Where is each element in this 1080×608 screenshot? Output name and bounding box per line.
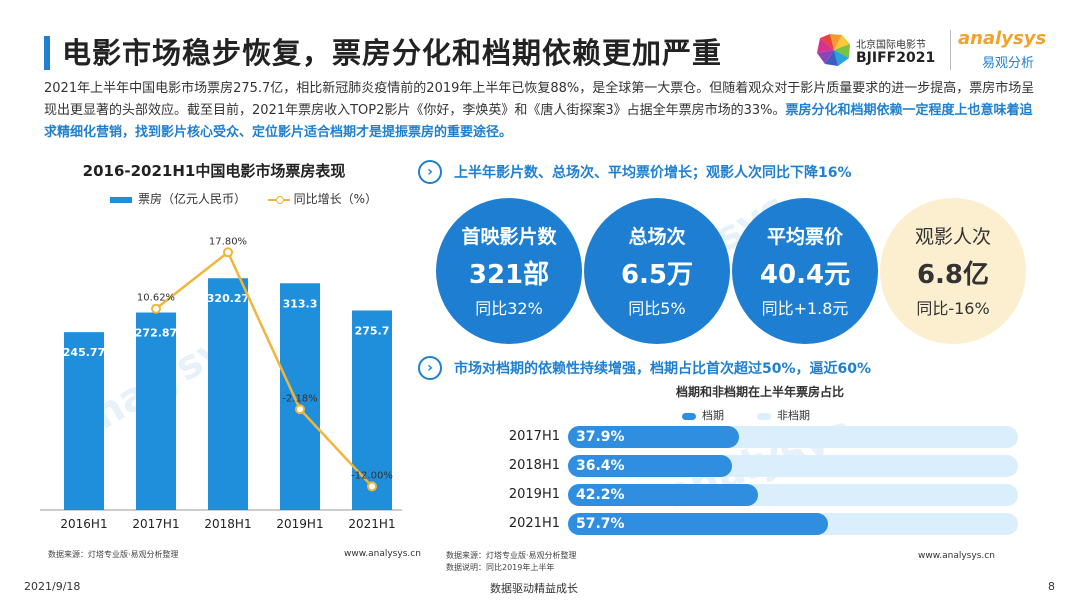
legend-bar-swatch xyxy=(110,196,132,203)
share-row: 2019H1 42.2% xyxy=(500,484,1020,506)
festival-name-cn: 北京国际电影节 xyxy=(856,40,926,51)
share-track: 36.4% xyxy=(568,455,1018,477)
share-chart: 2017H1 37.9% 2018H1 36.4% 2019H1 42.2% 2021H1 5… xyxy=(500,426,1018,546)
growth-label: -2.18% xyxy=(282,393,317,404)
kpi-sub: 同比32% xyxy=(475,299,543,318)
share-fill: 42.2% xyxy=(568,484,758,506)
kpi-value: 321部 xyxy=(468,260,550,290)
share-row: 2021H1 57.7% xyxy=(500,513,1020,535)
legend-peak-swatch xyxy=(682,412,696,420)
footer-date: 2021/9/18 xyxy=(24,580,81,593)
kpi-value: 6.8亿 xyxy=(916,260,990,290)
legend-offpeak-swatch xyxy=(757,412,771,420)
share-fill: 37.9% xyxy=(568,426,739,448)
share-track: 42.2% xyxy=(568,484,1018,506)
growth-label: 10.62% xyxy=(137,293,175,304)
page-number: 8 xyxy=(1048,580,1055,593)
bar-value-label: 245.77 xyxy=(63,346,105,359)
x-tick-label: 2019H1 xyxy=(276,517,323,531)
brand-logo-cn: 易观分析 xyxy=(982,56,1035,71)
left-source: 数据来源：灯塔专业版·易观分析整理 xyxy=(48,550,179,559)
kpi-sub: 同比+1.8元 xyxy=(761,299,849,318)
box-office-bar xyxy=(208,278,248,510)
share-track: 57.7% xyxy=(568,513,1018,535)
box-office-chart: 245.77 2016H1 272.87 2017H1 320.27 2018H1 313.… xyxy=(40,236,402,531)
share-track: 37.9% xyxy=(568,426,1018,448)
growth-point xyxy=(223,247,233,258)
logo-divider xyxy=(950,30,951,70)
kpi-label: 观影人次 xyxy=(914,226,991,248)
footer-slogan: 数据驱动精益成长 xyxy=(490,582,578,595)
x-tick-label: 2016H1 xyxy=(60,517,107,531)
title-accent-bar xyxy=(44,36,50,70)
right-source: 数据来源：灯塔专业版·易观分析整理 xyxy=(446,551,577,560)
legend-bar-label: 票房（亿元人民币） xyxy=(138,192,247,206)
legend-offpeak-label: 非档期 xyxy=(777,409,810,422)
share-row-label: 2021H1 xyxy=(508,516,560,531)
intro-paragraph: 2021年上半年中国电影市场票房275.7亿，相比新冠肺炎疫情前的2019年上半… xyxy=(44,78,1040,144)
bar-value-label: 275.7 xyxy=(355,324,390,337)
brand-logo-en: analysys xyxy=(958,28,1047,49)
page-title: 电影市场稳步恢复，票房分化和档期依赖更加严重 xyxy=(62,36,723,70)
section1-chevron-icon: › xyxy=(418,160,442,184)
share-row-label: 2017H1 xyxy=(508,429,560,444)
right-site: www.analysys.cn xyxy=(918,551,995,561)
share-row-label: 2019H1 xyxy=(508,487,560,502)
intro-highlight: 票房分化和档期依赖一定程度上也意味着追求精细化营销，找到影片核心受众、定位影片适… xyxy=(44,103,1033,140)
kpi-label: 首映影片数 xyxy=(461,226,557,248)
x-tick-label: 2018H1 xyxy=(204,517,251,531)
intro-text: 2021年上半年中国电影市场票房275.7亿，相比新冠肺炎疫情前的2019年上半… xyxy=(44,81,1035,118)
section1-heading: 上半年影片数、总场次、平均票价增长；观影人次同比下降16% xyxy=(454,165,852,181)
x-tick-label: 2021H1 xyxy=(348,517,395,531)
box-office-legend: 票房（亿元人民币） 同比增长（%） xyxy=(110,190,377,207)
box-office-chart-title: 2016-2021H1中国电影市场票房表现 xyxy=(82,162,346,180)
kpi-circle-audience: 观影人次 6.8亿 同比-16% xyxy=(880,198,1026,344)
share-fill: 36.4% xyxy=(568,455,732,477)
box-office-bar xyxy=(280,283,320,510)
festival-logo-icon xyxy=(817,34,850,66)
legend-line-swatch xyxy=(267,195,290,204)
bar-value-label: 313.3 xyxy=(283,297,318,310)
share-chart-title: 档期和非档期在上半年票房占比 xyxy=(675,385,844,399)
growth-label: -12.00% xyxy=(351,470,393,481)
growth-label: 17.80% xyxy=(209,236,247,247)
growth-point xyxy=(295,404,305,415)
section2-chevron-icon: › xyxy=(418,356,442,380)
growth-point xyxy=(367,481,377,492)
legend-peak-label: 档期 xyxy=(702,409,724,422)
box-office-bar xyxy=(64,332,104,510)
share-row-label: 2018H1 xyxy=(508,458,560,473)
box-office-bar xyxy=(136,312,176,510)
right-note: 数据说明：同比2019年上半年 xyxy=(446,563,555,572)
festival-name-en: BJIFF2021 xyxy=(856,50,936,66)
bar-value-label: 320.27 xyxy=(207,292,249,305)
legend-line-label: 同比增长（%） xyxy=(293,192,378,206)
logo-area: 北京国际电影节 BJIFF2021 analysys 易观分析 xyxy=(812,26,1052,76)
bar-value-label: 272.87 xyxy=(135,327,177,340)
share-chart-legend: 档期 非档期 xyxy=(682,407,810,423)
kpi-circle-films: 首映影片数 321部 同比32% xyxy=(436,198,582,344)
share-row: 2017H1 37.9% xyxy=(500,426,1020,448)
x-tick-label: 2017H1 xyxy=(132,517,179,531)
kpi-value: 40.4元 xyxy=(759,260,851,290)
share-fill: 57.7% xyxy=(568,513,828,535)
watermark-middle: analysys xyxy=(601,184,795,322)
left-site: www.analysys.cn xyxy=(344,549,421,559)
section2-heading: 市场对档期的依赖性持续增强，档期占比首次超过50%，逼近60% xyxy=(454,361,872,377)
growth-point xyxy=(151,303,161,314)
kpi-sub: 同比-16% xyxy=(916,299,990,318)
growth-line xyxy=(155,250,373,488)
share-row: 2018H1 36.4% xyxy=(500,455,1020,477)
box-office-bar xyxy=(352,310,392,510)
